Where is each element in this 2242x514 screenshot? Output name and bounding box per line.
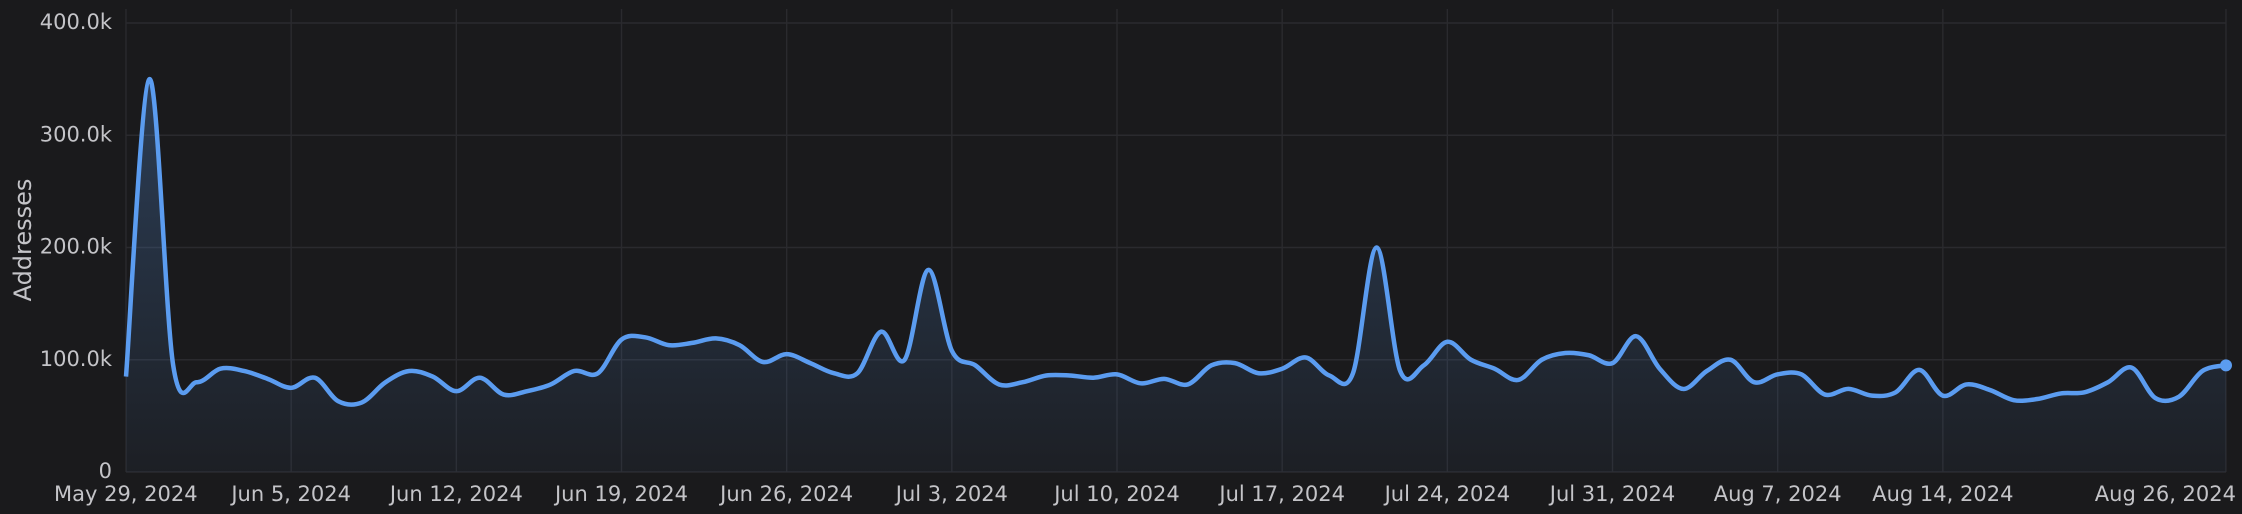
x-tick-label: Aug 7, 2024	[1714, 482, 1842, 506]
x-tick-label: Aug 14, 2024	[1872, 482, 2013, 506]
y-tick-label: 0	[99, 459, 112, 483]
x-tick-label: May 29, 2024	[54, 482, 198, 506]
x-tick-label: Jul 3, 2024	[894, 482, 1008, 506]
x-tick-label: Jun 26, 2024	[718, 482, 853, 506]
y-tick-label: 400.0k	[40, 10, 113, 34]
x-tick-label: Jun 5, 2024	[229, 482, 351, 506]
line	[123, 76, 2227, 407]
x-tick-label: Aug 26, 2024	[2095, 482, 2236, 506]
area	[126, 79, 2226, 472]
y-tick-label: 100.0k	[40, 347, 113, 371]
x-tick-label: Jul 17, 2024	[1217, 482, 1345, 506]
x-tick-label: Jul 10, 2024	[1052, 482, 1180, 506]
x-tick-label: Jul 31, 2024	[1548, 482, 1676, 506]
x-tick-label: Jun 12, 2024	[388, 482, 523, 506]
y-tick-label: 300.0k	[40, 122, 113, 146]
y-tick-label: 200.0k	[40, 235, 113, 259]
x-tick-label: Jun 19, 2024	[553, 482, 688, 506]
x-tick-label: Jul 24, 2024	[1383, 482, 1511, 506]
end-point	[2220, 359, 2232, 372]
y-axis-title: Addresses	[9, 179, 37, 302]
